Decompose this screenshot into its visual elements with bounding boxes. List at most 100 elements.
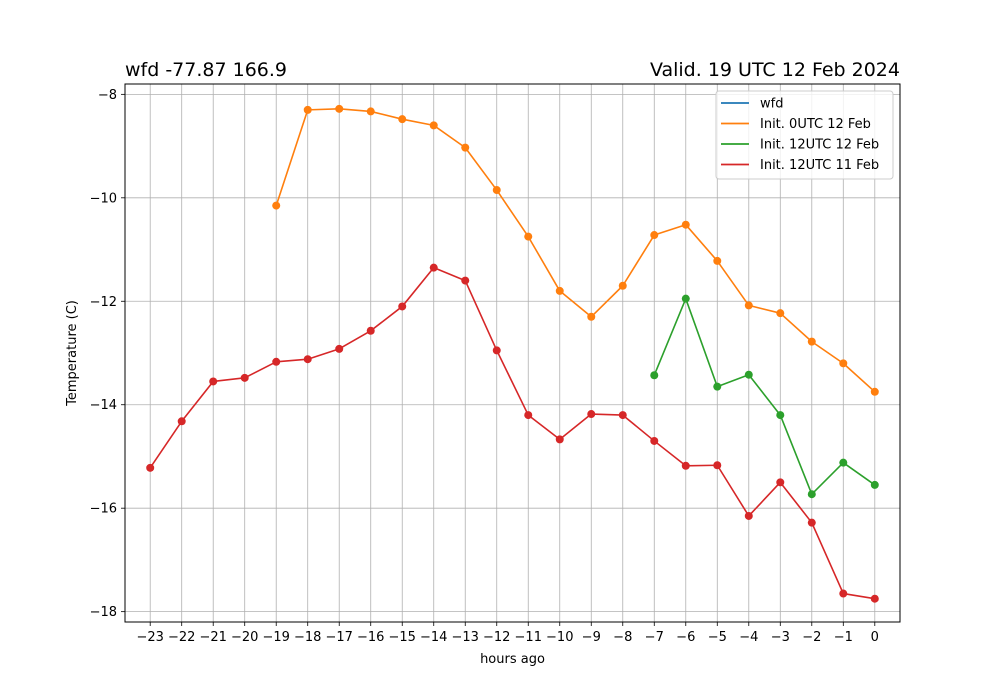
data-point: [492, 186, 501, 195]
series-group: [146, 104, 879, 603]
y-tick-label: −18: [90, 605, 117, 620]
data-point: [272, 357, 281, 366]
data-point: [177, 417, 186, 426]
x-tick-label: −14: [420, 630, 447, 645]
y-axis-label: Temperature (C): [65, 300, 80, 407]
legend-box: [715, 90, 894, 180]
x-tick-label: −9: [582, 630, 601, 645]
data-point: [776, 478, 785, 487]
x-tick-label: −22: [168, 630, 195, 645]
data-point: [870, 594, 879, 603]
data-point: [555, 286, 564, 295]
data-point: [839, 359, 848, 368]
x-tick-label: −19: [263, 630, 290, 645]
data-point: [776, 411, 785, 420]
x-tick-label: −17: [326, 630, 353, 645]
data-point: [272, 201, 281, 210]
data-point: [650, 436, 659, 445]
grid: [125, 84, 900, 622]
legend-label: Init. 0UTC 12 Feb: [760, 117, 871, 132]
data-point: [335, 344, 344, 353]
data-point: [713, 256, 722, 265]
data-point: [713, 461, 722, 470]
data-point: [744, 370, 753, 379]
data-point: [744, 301, 753, 310]
data-point: [713, 382, 722, 391]
data-point: [681, 220, 690, 229]
x-tick-label: −20: [231, 630, 258, 645]
data-point: [681, 294, 690, 303]
y-tick-label: −8: [98, 88, 117, 103]
data-point: [461, 276, 470, 285]
chart-title-right: Valid. 19 UTC 12 Feb 2024: [650, 59, 900, 81]
data-point: [807, 490, 816, 499]
data-point: [209, 377, 218, 386]
y-tick-label: −16: [90, 502, 117, 517]
x-tick-label: −6: [676, 630, 695, 645]
x-tick-label: −18: [294, 630, 321, 645]
data-point: [303, 355, 312, 364]
x-tick-label: −10: [546, 630, 573, 645]
data-point: [650, 371, 659, 380]
series-line: [653, 297, 876, 496]
x-tick-label: 0: [871, 630, 879, 645]
x-tick-label: −21: [199, 630, 226, 645]
x-tick-label: −12: [483, 630, 510, 645]
x-tick-label: −8: [613, 630, 632, 645]
series-2: [650, 294, 879, 499]
legend-label: wfd: [760, 97, 783, 112]
data-point: [429, 263, 438, 272]
series-line: [275, 108, 876, 393]
y-tick-label: −10: [90, 191, 117, 206]
x-tick-label: −5: [708, 630, 727, 645]
plot-frame: [124, 83, 901, 623]
chart-title-left: wfd -77.87 166.9: [125, 59, 287, 81]
data-point: [870, 480, 879, 489]
x-tick-label: −7: [645, 630, 664, 645]
data-point: [681, 461, 690, 470]
data-point: [587, 410, 596, 419]
x-axis-label: hours ago: [480, 652, 545, 667]
x-tick-label: −2: [802, 630, 821, 645]
x-tick-label: −4: [739, 630, 758, 645]
data-point: [618, 411, 627, 420]
x-tick-label: −16: [357, 630, 384, 645]
data-point: [335, 104, 344, 113]
data-point: [524, 232, 533, 241]
data-point: [398, 302, 407, 311]
data-point: [807, 518, 816, 527]
data-point: [744, 511, 753, 520]
data-point: [839, 589, 848, 598]
legend-label: Init. 12UTC 12 Feb: [760, 138, 879, 153]
series-line: [149, 266, 875, 600]
data-point: [618, 281, 627, 290]
y-tick-label: −14: [90, 398, 117, 413]
x-tick-label: −13: [452, 630, 479, 645]
data-point: [807, 337, 816, 346]
legend: wfd Init. 0UTC 12 Feb Init. 12UTC 12 Feb In…: [715, 90, 894, 180]
x-tick-label: −15: [389, 630, 416, 645]
data-point: [524, 411, 533, 420]
y-tick-label: −12: [90, 295, 117, 310]
data-point: [650, 231, 659, 240]
x-tick-label: −23: [136, 630, 163, 645]
x-tick-label: −1: [834, 630, 853, 645]
x-tick-label: −11: [515, 630, 542, 645]
data-point: [429, 121, 438, 130]
data-point: [776, 309, 785, 318]
data-point: [366, 326, 375, 335]
data-point: [461, 143, 470, 152]
series-1: [272, 104, 879, 396]
data-point: [240, 373, 249, 382]
series-3: [146, 263, 879, 603]
data-point: [555, 435, 564, 444]
data-point: [587, 312, 596, 321]
data-point: [492, 346, 501, 355]
data-point: [839, 458, 848, 467]
data-point: [303, 105, 312, 114]
data-point: [398, 115, 407, 124]
x-tick-label: −3: [771, 630, 790, 645]
data-point: [870, 387, 879, 396]
x-axis: −23 −22 −21 −20 −19 −18 −17 −16 −15 −14 −13 −12 −11−…: [136, 622, 879, 645]
